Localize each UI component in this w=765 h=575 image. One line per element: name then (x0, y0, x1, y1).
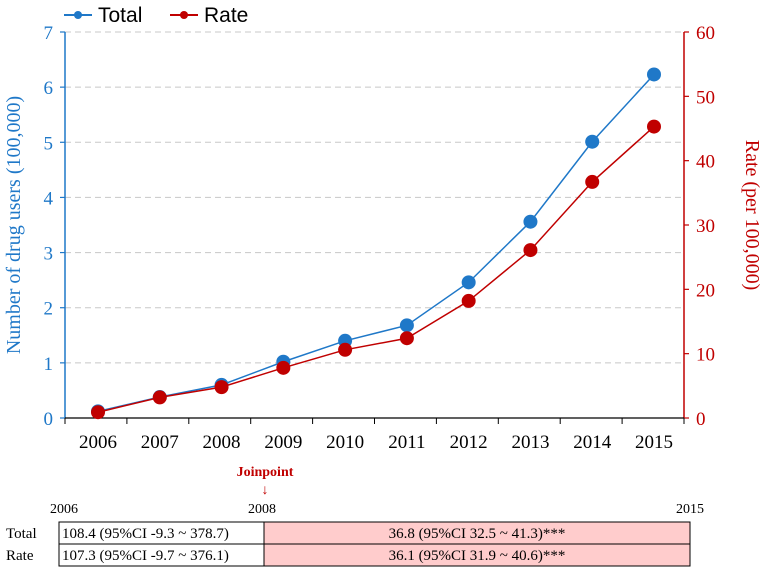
x-tick-label: 2014 (573, 432, 612, 453)
data-point-rate (276, 360, 291, 375)
data-point-rate (91, 405, 105, 420)
legend-label-total: Total (98, 4, 142, 27)
left-tick-label: 3 (44, 244, 54, 265)
data-point-total (399, 318, 414, 333)
series-rate (91, 119, 661, 420)
joinpoint-year: 2008 (248, 502, 276, 517)
left-tick-label: 6 (44, 78, 54, 99)
table-cell-segment1-text: 108.4 (95%CI -9.3 ~ 378.7) (62, 526, 229, 542)
left-y-axis: 0 1 2 3 4 5 6 7 Number of drug users (100,000) (3, 23, 66, 430)
x-tick-label: 2015 (635, 432, 673, 453)
right-y-axis-label: Rate (per 100,000) (741, 140, 763, 291)
data-point-total (585, 134, 600, 149)
x-tick-label: 2008 (203, 432, 241, 453)
left-tick-label: 1 (44, 354, 54, 375)
data-point-rate (214, 380, 229, 395)
right-tick-label: 50 (696, 87, 715, 108)
data-point-rate (152, 390, 167, 405)
left-tick-label: 5 (44, 133, 54, 154)
data-point-rate (585, 174, 600, 189)
table-row-label: Total (6, 526, 37, 542)
right-tick-label: 10 (696, 345, 715, 366)
table-row: Rate 107.3 (95%CI -9.7 ~ 376.1) 36.1 (95… (6, 543, 691, 567)
table-cell-segment1-text: 107.3 (95%CI -9.7 ~ 376.1) (62, 548, 229, 564)
left-tick-label: 4 (44, 188, 54, 209)
right-tick-label: 0 (696, 409, 706, 430)
data-point-total (461, 275, 476, 290)
table-row: Total 108.4 (95%CI -9.3 ~ 378.7) 36.8 (9… (6, 521, 691, 545)
joinpoint-arrow-icon: ↓ (262, 483, 269, 498)
data-point-rate (399, 331, 414, 346)
x-tick-label: 2011 (388, 432, 425, 453)
data-point-total (647, 67, 661, 82)
series-total (91, 67, 661, 419)
joinpoint-annotation: Joinpoint ↓ 2006 2008 2015 (50, 465, 704, 517)
right-tick-label: 30 (696, 216, 715, 237)
data-point-rate (523, 243, 538, 258)
table-row-label: Rate (6, 548, 34, 564)
data-point-total (523, 214, 538, 229)
left-tick-label: 7 (44, 23, 54, 44)
data-point-rate (461, 293, 476, 308)
data-point-rate (338, 342, 353, 357)
x-tick-label: 2010 (326, 432, 364, 453)
series-line-total (97, 73, 655, 413)
segment-end-year: 2015 (676, 502, 704, 517)
legend-label-rate: Rate (204, 4, 248, 27)
right-tick-label: 20 (696, 280, 715, 301)
x-tick-label: 2009 (264, 432, 302, 453)
x-axis: 2006 2007 2008 2009 2010 2011 2012 2013 2014 2015 (64, 417, 685, 453)
legend-marker-rate (180, 11, 188, 19)
segment-start-year: 2006 (50, 502, 78, 517)
table-cell-segment2-text: 36.8 (95%CI 32.5 ~ 41.3)*** (389, 526, 566, 542)
table-cell-segment2-text: 36.1 (95%CI 31.9 ~ 40.6)*** (389, 548, 566, 564)
legend-marker-total (74, 11, 82, 19)
legend: Total Rate (64, 4, 248, 27)
right-y-axis: 0 10 20 30 40 50 60 Rate (per 100,000) (683, 23, 763, 430)
x-tick-label: 2012 (450, 432, 488, 453)
apc-table: Total 108.4 (95%CI -9.3 ~ 378.7) 36.8 (9… (6, 521, 691, 567)
joinpoint-label: Joinpoint (237, 465, 294, 480)
x-tick-label: 2007 (141, 432, 179, 453)
right-tick-label: 40 (696, 152, 715, 173)
left-y-axis-label: Number of drug users (100,000) (3, 96, 25, 354)
series-layer (91, 67, 661, 420)
x-tick-label: 2013 (511, 432, 549, 453)
data-point-rate (647, 119, 661, 134)
gridlines (65, 31, 684, 364)
table-cell-segment2 (263, 543, 691, 567)
legend-item-rate: Rate (170, 4, 248, 27)
left-tick-label: 0 (44, 409, 54, 430)
left-tick-label: 2 (44, 299, 54, 320)
right-tick-label: 60 (696, 23, 715, 44)
x-tick-label: 2006 (79, 432, 117, 453)
series-line-rate (97, 126, 655, 413)
legend-item-total: Total (64, 4, 142, 27)
